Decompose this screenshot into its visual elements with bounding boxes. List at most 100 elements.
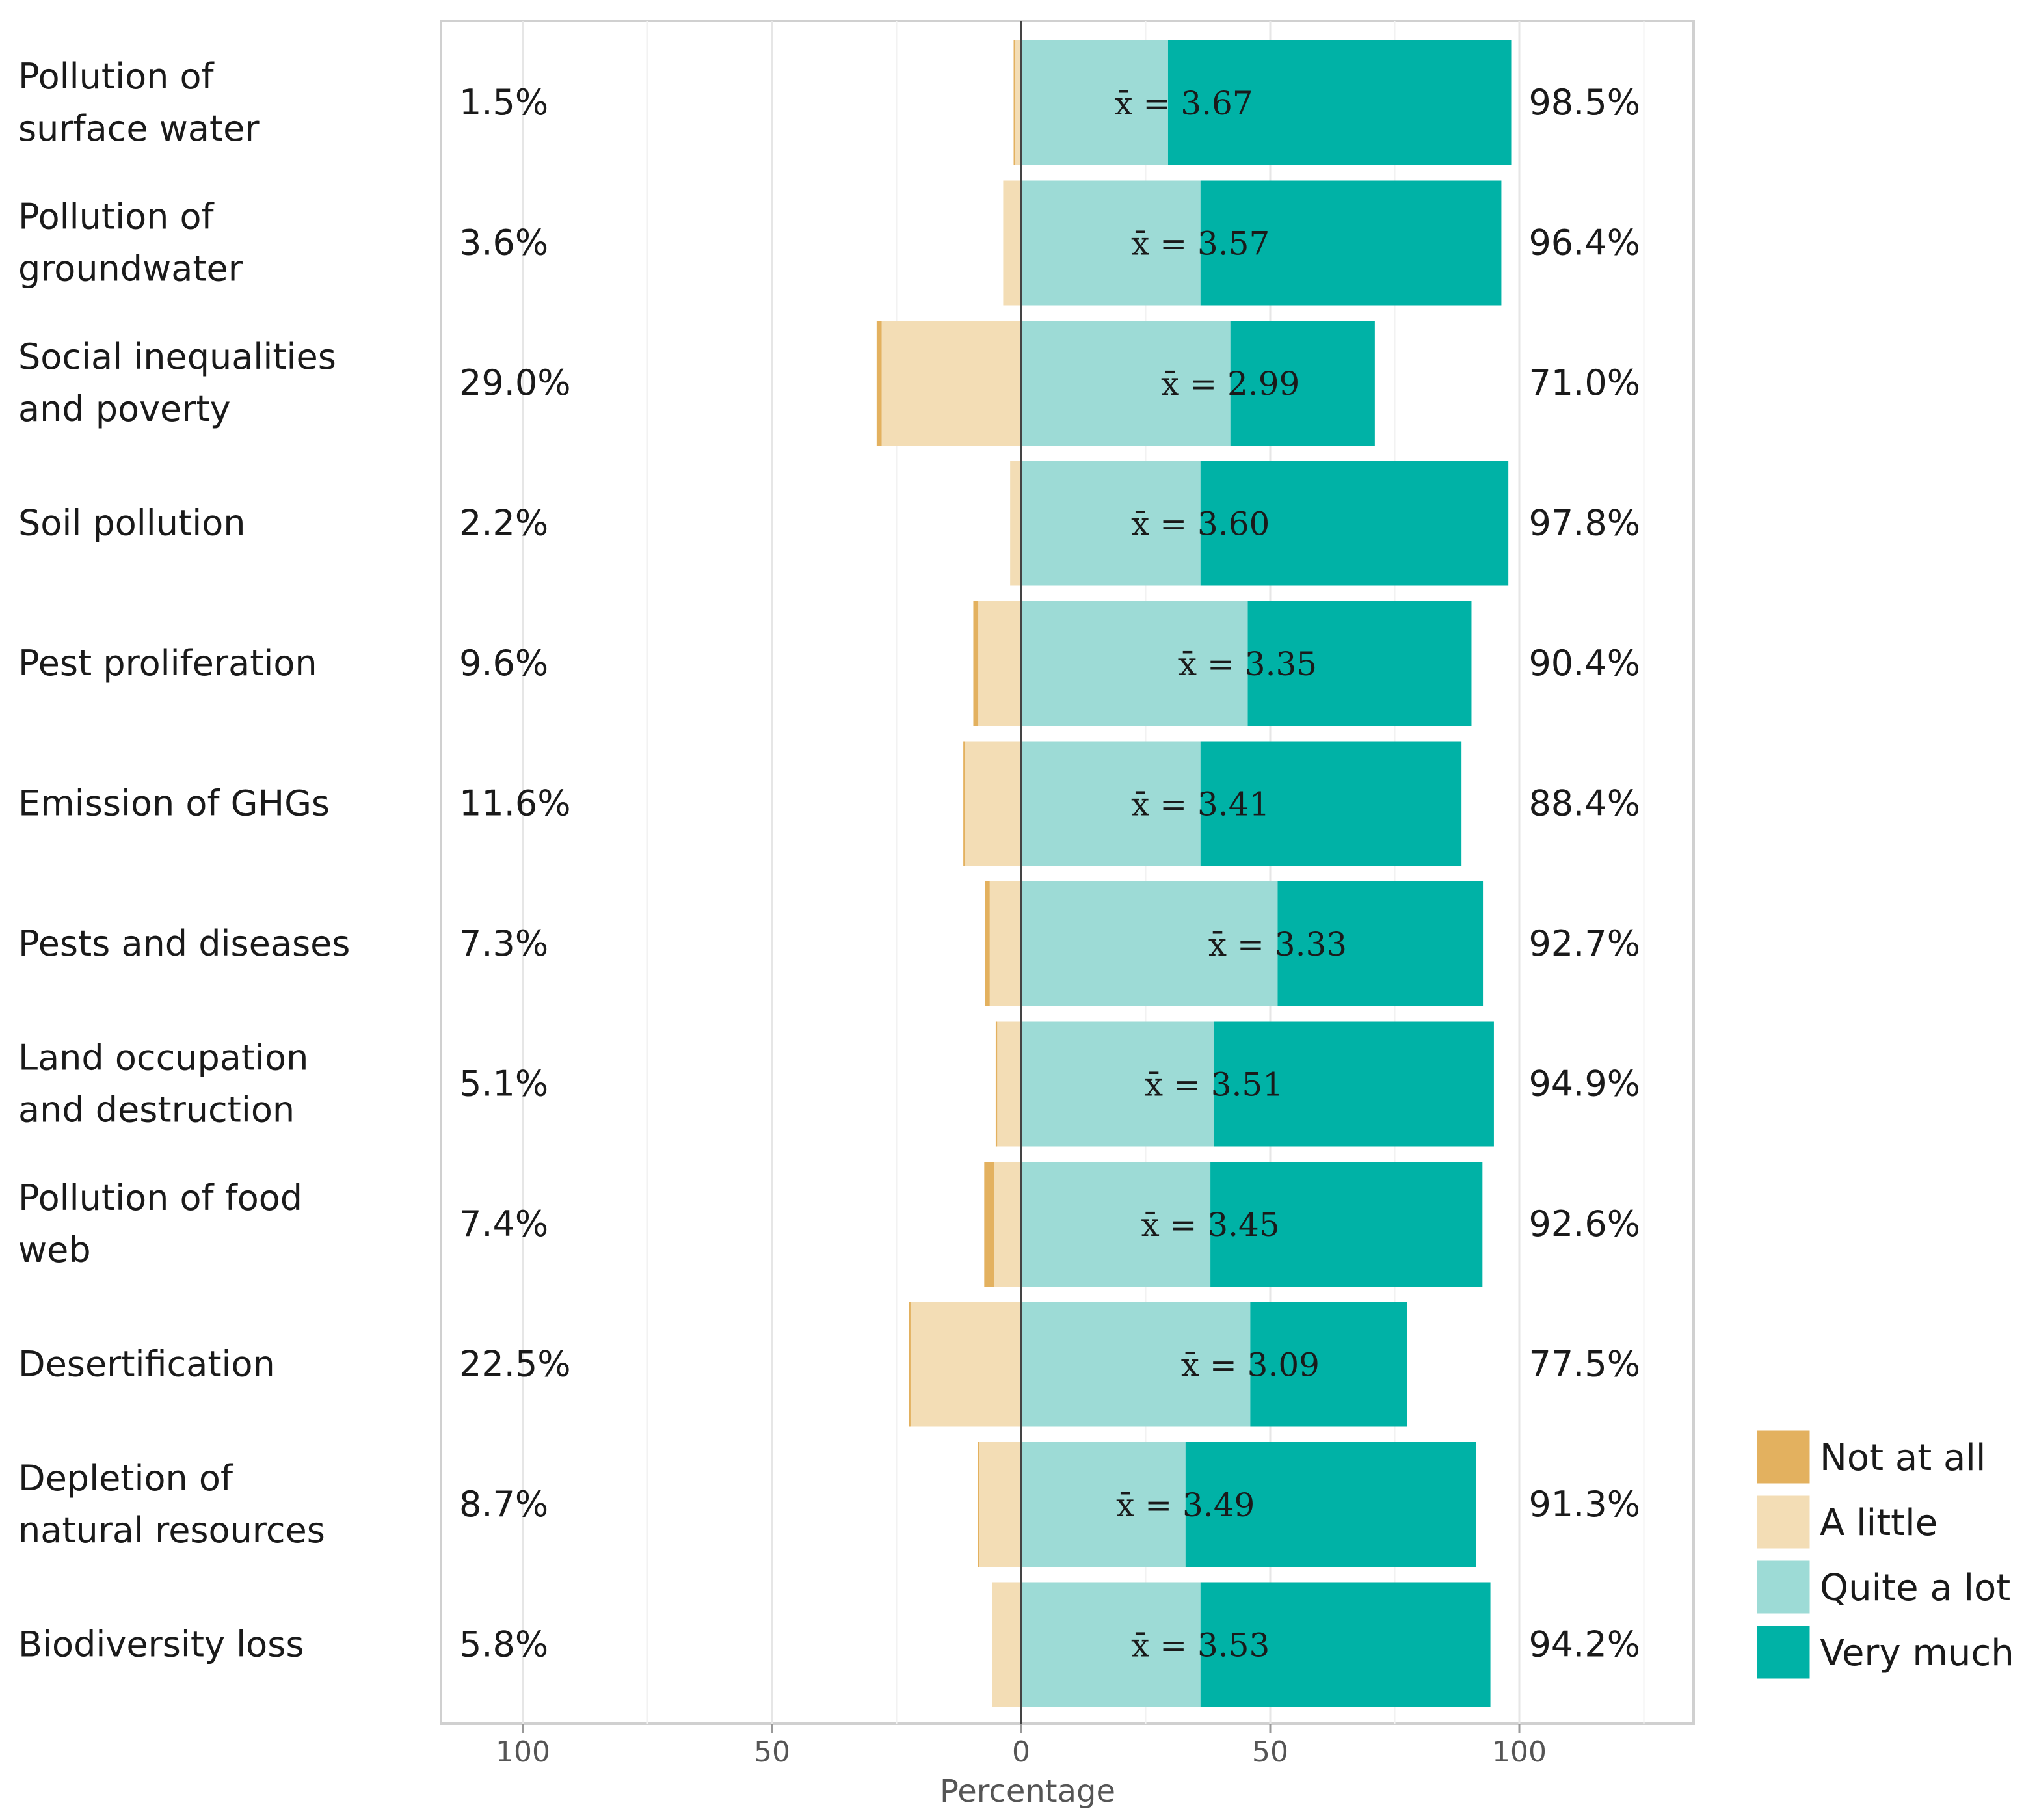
category-label: Desertification (18, 1344, 275, 1385)
category-label: Emission of GHGs (18, 783, 330, 824)
right-percentage-label: 90.4% (1528, 643, 1640, 684)
bar-segment-quite-a-lot (1021, 321, 1231, 446)
category-label: Pollution of food web (18, 1177, 302, 1270)
category-label-line: Pollution of (18, 196, 215, 237)
right-percentage-label: 96.4% (1528, 222, 1640, 263)
bar-segment-not-at-all (995, 1021, 998, 1147)
bar-segment-very-much (1277, 881, 1484, 1006)
bar-segment-a-little (989, 881, 1021, 1006)
legend: Not at all A little Quite a lot Very much (1755, 1428, 2014, 1681)
bar-segment-very-much (1167, 40, 1512, 165)
left-percentage-label: 22.5% (459, 1344, 571, 1385)
bar-segment-quite-a-lot (1021, 1162, 1211, 1287)
category-label-line: web (18, 1229, 91, 1270)
category-label: Land occupation and destruction (18, 1037, 308, 1131)
category-label-line: Land occupation (18, 1037, 308, 1078)
bars-layer (876, 40, 1512, 1707)
bar-segment-not-at-all (963, 741, 965, 866)
left-percentage-label: 5.8% (459, 1624, 548, 1665)
bar-segment-very-much (1247, 601, 1472, 726)
category-label-line: Depletion of (18, 1458, 234, 1499)
mean-label: x̄ = 3.57 (1131, 225, 1270, 263)
bar-segment-very-much (1230, 321, 1375, 446)
bar-segment-a-little (992, 1582, 1021, 1707)
category-label-line: Desertification (18, 1344, 275, 1385)
legend-swatch (1755, 1493, 1812, 1551)
x-axis-title: Percentage (940, 1773, 1115, 1810)
category-row (1010, 461, 1509, 586)
bar-segment-quite-a-lot (1021, 1442, 1186, 1567)
legend-label: Quite a lot (1820, 1567, 2010, 1609)
left-percentage-label: 2.2% (459, 503, 548, 544)
left-percentage-label: 8.7% (459, 1484, 548, 1525)
category-label-line: Pest proliferation (18, 643, 317, 684)
legend-swatch (1755, 1559, 1812, 1616)
right-percentage-label: 94.2% (1528, 1624, 1640, 1665)
category-row (963, 741, 1462, 866)
bar-segment-a-little (1015, 40, 1021, 165)
bar-segment-a-little (997, 1021, 1021, 1147)
category-row (985, 881, 1484, 1006)
bar-segment-very-much (1200, 1582, 1491, 1707)
bar-segment-very-much (1200, 461, 1509, 586)
bar-segment-quite-a-lot (1021, 881, 1278, 1006)
category-label: Depletion of natural resources (18, 1458, 325, 1551)
category-label-line: and destruction (18, 1090, 295, 1131)
bar-segment-quite-a-lot (1021, 1302, 1251, 1427)
category-label-line: Emission of GHGs (18, 783, 330, 824)
bar-segment-quite-a-lot (1021, 40, 1168, 165)
mean-label: x̄ = 3.41 (1131, 786, 1270, 823)
left-percentage-label: 7.3% (459, 923, 548, 964)
left-percentage-label: 29.0% (459, 362, 571, 403)
mean-label: x̄ = 3.33 (1208, 926, 1347, 963)
bar-segment-quite-a-lot (1021, 601, 1248, 726)
mean-label: x̄ = 3.67 (1114, 85, 1253, 122)
legend-label: Not at all (1820, 1437, 1986, 1479)
category-label: Pests and diseases (18, 923, 350, 964)
category-label: Soil pollution (18, 503, 245, 544)
left-percentage-label: 7.4% (459, 1203, 548, 1244)
category-label: Social inequalities and poverty (18, 336, 336, 429)
category-row (984, 1162, 1483, 1287)
bar-segment-quite-a-lot (1021, 180, 1201, 306)
right-percentage-label: 94.9% (1528, 1064, 1640, 1104)
x-tick-label: 0 (1012, 1735, 1030, 1769)
bar-segment-a-little (881, 321, 1021, 446)
category-row (909, 1302, 1407, 1427)
category-row (876, 321, 1375, 446)
x-tick-label: 50 (1252, 1735, 1288, 1769)
right-percentage-label: 88.4% (1528, 783, 1640, 824)
bar-segment-very-much (1210, 1162, 1483, 1287)
category-label-line: Pollution of (18, 56, 215, 97)
right-percentage-label: 92.6% (1528, 1203, 1640, 1244)
mean-label: x̄ = 3.60 (1131, 505, 1270, 543)
bar-segment-not-at-all (978, 1442, 979, 1567)
x-tick-label: 100 (496, 1735, 550, 1769)
right-percentage-label: 91.3% (1528, 1484, 1640, 1525)
legend-label: Very much (1820, 1632, 2014, 1674)
category-label-line: surface water (18, 108, 260, 149)
category-label-line: Social inequalities (18, 336, 336, 377)
mean-label: x̄ = 3.09 (1181, 1346, 1320, 1384)
left-percentage-label: 11.6% (459, 783, 571, 824)
bar-segment-not-at-all (984, 1162, 994, 1287)
left-percentage-label: 9.6% (459, 643, 548, 684)
bar-segment-quite-a-lot (1021, 1582, 1201, 1707)
legend-swatch (1755, 1428, 1812, 1486)
mean-label: x̄ = 3.45 (1141, 1206, 1279, 1244)
category-label-line: Soil pollution (18, 503, 245, 544)
bar-segment-very-much (1250, 1302, 1407, 1427)
category-label-line: and poverty (18, 388, 231, 429)
bar-segment-a-little (994, 1162, 1021, 1287)
right-percentage-label: 77.5% (1528, 1344, 1640, 1385)
category-row (1003, 180, 1502, 306)
category-label-line: natural resources (18, 1510, 325, 1551)
grid-layer (522, 21, 1645, 1724)
bar-segment-very-much (1200, 180, 1502, 306)
left-percentage-label: 3.6% (459, 222, 548, 263)
category-label: Pollution of groundwater (18, 196, 243, 289)
bar-segment-not-at-all (909, 1302, 911, 1427)
left-percentage-label: 1.5% (459, 82, 548, 123)
